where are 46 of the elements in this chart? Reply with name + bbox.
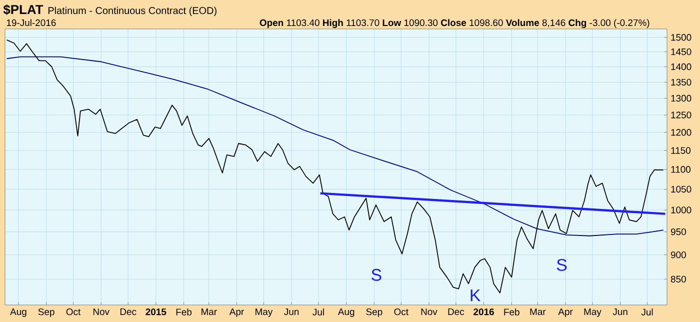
text: Open 1103.40 High 1103.70 Low 1090.30 Close 1098.60 Volume 8,146 Chg -3.00 (-0.27%) bbox=[260, 19, 650, 28]
x-tick-label: 2016 bbox=[474, 308, 494, 316]
x-tick-label: Jun bbox=[612, 308, 628, 316]
x-tick-label: Aug bbox=[338, 308, 354, 317]
x-tick-label: Sep bbox=[366, 308, 382, 318]
y-tick-label: 1050 bbox=[671, 186, 692, 193]
annotation: S bbox=[372, 268, 382, 281]
annotation: S bbox=[556, 258, 567, 271]
x-tick-label: Sep bbox=[38, 308, 54, 318]
y-tick-label: 1350 bbox=[671, 78, 692, 86]
x-tick-label: Nov bbox=[421, 308, 438, 316]
x-tick-label: Jul bbox=[312, 308, 324, 316]
annotation: K bbox=[470, 289, 480, 302]
y-tick-label: 1000 bbox=[671, 206, 692, 214]
y-tick-label: 900 bbox=[670, 251, 686, 258]
y-tick-label: 1500 bbox=[671, 34, 692, 41]
chart-title: $PLAT bbox=[3, 4, 44, 15]
x-tick-label: May bbox=[584, 308, 602, 317]
y-tick-label: 1450 bbox=[671, 48, 692, 56]
x-tick-label: Dec bbox=[448, 308, 464, 316]
line-series bbox=[6, 56, 664, 236]
x-tick-label: Oct bbox=[66, 308, 81, 316]
x-tick-label: Jul bbox=[641, 308, 653, 316]
x-tick-label: Apr bbox=[229, 308, 244, 317]
x-tick-label: Mar bbox=[202, 308, 217, 316]
x-tick-label: Feb bbox=[176, 308, 192, 316]
x-tick-label: 2015 bbox=[146, 308, 166, 316]
x-tick-label: Jun bbox=[284, 308, 299, 316]
x-tick-label: Apr bbox=[558, 308, 573, 317]
x-tick-label: Aug bbox=[10, 308, 26, 317]
x-tick-label: Dec bbox=[120, 308, 136, 316]
y-tick-label: 1100 bbox=[671, 166, 691, 173]
chart-subtitle: Platinum - Continuous Contract (EOD) bbox=[48, 6, 216, 16]
text: 19-Jul-2016 bbox=[6, 19, 56, 26]
x-tick-label: May bbox=[256, 308, 273, 317]
y-tick-label: 1300 bbox=[671, 94, 692, 102]
x-tick-label: Feb bbox=[504, 308, 520, 316]
y-tick-label: 1250 bbox=[671, 112, 692, 118]
y-tick-label: 950 bbox=[670, 228, 686, 236]
x-tick-label: Nov bbox=[93, 308, 110, 316]
x-tick-label: Oct bbox=[394, 308, 408, 316]
y-tick-label: 1400 bbox=[671, 63, 692, 70]
y-tick-label: 1200 bbox=[671, 129, 692, 136]
y-tick-label: 850 bbox=[670, 276, 686, 283]
x-tick-label: Mar bbox=[530, 308, 546, 316]
y-tick-label: 1150 bbox=[671, 147, 691, 154]
